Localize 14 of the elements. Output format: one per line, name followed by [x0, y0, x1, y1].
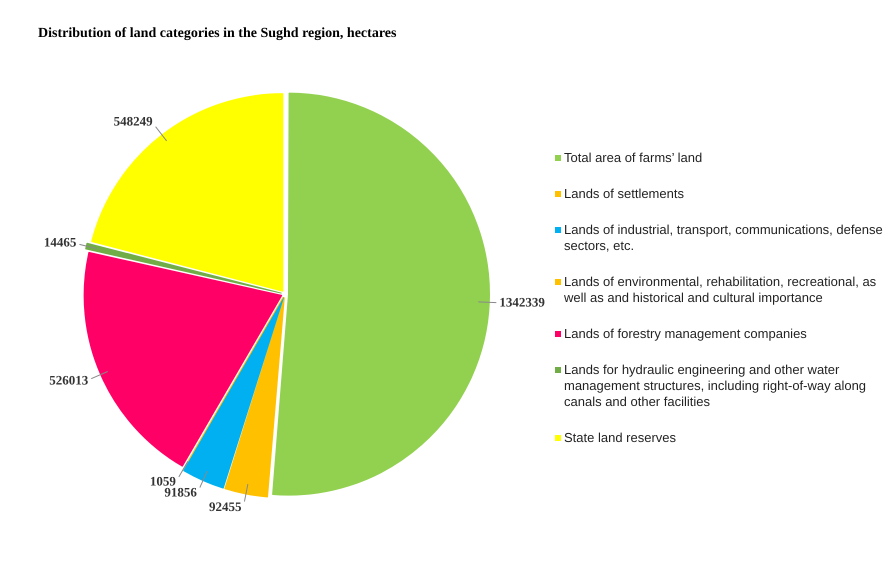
- legend-label: Lands of industrial, transport, communications, defense sectors, etc.: [564, 222, 884, 254]
- legend-label: Lands of forestry management companies: [564, 326, 807, 342]
- data-label: 1342339: [499, 294, 546, 310]
- data-label: 14465: [44, 234, 77, 250]
- data-label: 548249: [114, 113, 154, 128]
- data-label: 1059: [150, 473, 176, 488]
- data-label: 92455: [208, 498, 242, 514]
- legend-label: Lands for hydraulic engineering and other water management structures, including right-of-way along canals and other facilities: [564, 362, 868, 410]
- legend-label: Total area of farms’ land: [564, 150, 702, 166]
- legend-label: Lands of environmental, rehabilitation, recreational, as well as and historical and cultural importance: [564, 274, 878, 306]
- legend-label: Lands of settlements: [564, 186, 684, 202]
- legend-label: State land reserves: [564, 430, 676, 446]
- chart-title: Distribution of land categories in the Sughd region, hectares: [38, 26, 396, 42]
- data-label: 526013: [49, 372, 89, 388]
